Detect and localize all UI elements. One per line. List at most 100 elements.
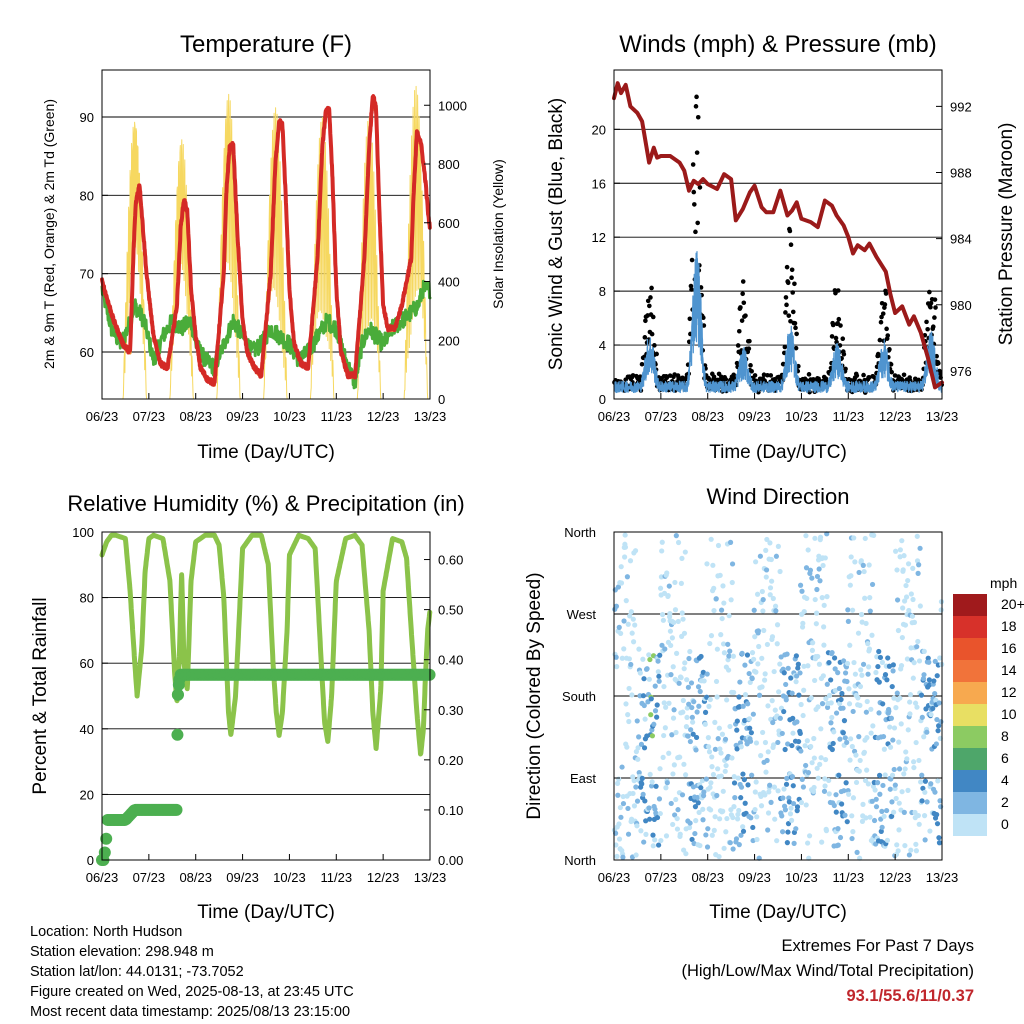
gust-point: [768, 373, 774, 378]
wind-direction-point: [876, 679, 882, 685]
wind-direction-point: [675, 539, 682, 546]
wind-direction-point: [626, 656, 632, 662]
wind-direction-point: [828, 700, 834, 706]
wind-direction-point: [643, 831, 649, 837]
gust-point: [928, 300, 934, 306]
wind-direction-point: [862, 535, 868, 542]
gust-point: [861, 372, 866, 378]
gust-point: [880, 311, 886, 316]
gust-point: [838, 323, 843, 328]
wind-direction-point: [657, 766, 663, 772]
wind-direction-point: [847, 582, 853, 588]
y-tick-label-right: 992: [950, 99, 972, 114]
wind-direction-point: [790, 715, 796, 721]
wind-direction-point: [916, 658, 923, 664]
wind-direction-point: [826, 659, 832, 666]
wind-direction-point: [755, 628, 762, 634]
wind-direction-point: [731, 689, 737, 696]
y-tick-label: 20: [80, 787, 94, 802]
wind-direction-point: [615, 584, 622, 590]
wind-direction-point: [687, 738, 693, 745]
wind-direction-point: [763, 574, 769, 580]
wind-direction-point: [815, 704, 821, 710]
gust-point: [694, 94, 699, 100]
wind-direction-point: [826, 692, 833, 699]
wind-direction-point: [915, 812, 921, 819]
wind-direction-point: [823, 696, 829, 702]
wind-direction-point: [852, 559, 858, 565]
wind-direction-point: [614, 853, 620, 860]
gust-point: [738, 305, 743, 310]
wind-direction-point: [727, 723, 733, 730]
wind-direction-point: [880, 733, 887, 740]
wind-direction-point: [620, 793, 626, 800]
y-tick-label-right: 0: [438, 392, 445, 407]
x-tick-label: 07/23: [645, 870, 678, 885]
y-tick-label: 4: [599, 338, 606, 353]
wind-direction-point: [866, 646, 873, 652]
wind-direction-point: [850, 829, 856, 835]
wind-direction-point: [832, 655, 838, 661]
gust-point: [901, 372, 907, 378]
wind-direction-point: [801, 687, 807, 693]
wind-direction-point: [648, 712, 654, 718]
wind-direction-point: [844, 678, 850, 685]
wind-direction-point: [729, 579, 735, 586]
wind-direction-point: [880, 782, 886, 789]
wind-direction-point: [821, 642, 827, 648]
wind-direction-point: [901, 809, 907, 815]
wind-direction-point: [934, 812, 940, 818]
wind-direction-point: [896, 766, 903, 772]
wind-direction-point: [891, 809, 897, 815]
wind-direction-point: [721, 600, 727, 606]
wind-direction-point: [855, 695, 861, 701]
wind-direction-point: [811, 735, 817, 742]
wind-direction-point: [699, 778, 706, 784]
wind-direction-point: [779, 730, 785, 737]
wind-direction-point: [831, 729, 837, 735]
wind-direction-point: [750, 711, 756, 717]
wind-direction-point: [756, 855, 762, 861]
wind-direction-point: [686, 655, 692, 662]
wind-direction-point: [789, 690, 795, 696]
wind-direction-point: [823, 828, 830, 834]
wind-direction-point: [763, 547, 769, 553]
wind-direction-point: [632, 622, 638, 628]
wind-direction-point: [812, 535, 818, 541]
wind-direction-point: [842, 670, 849, 676]
wind-direction-point: [794, 808, 800, 814]
wind-direction-point: [858, 611, 865, 618]
wind-direction-point: [905, 561, 912, 567]
wind-direction-point: [815, 653, 821, 660]
wind-direction-point: [762, 792, 768, 798]
legend-label: 18: [1001, 618, 1017, 634]
wind-direction-point: [833, 710, 840, 716]
gust-point: [645, 298, 651, 304]
wind-direction-point: [831, 802, 837, 809]
legend-label: 10: [1001, 706, 1017, 722]
wind-direction-point: [735, 775, 741, 781]
wind-direction-point: [819, 701, 826, 707]
wind-direction-point: [921, 648, 927, 654]
wind-direction-point: [775, 543, 781, 549]
wind-direction-point: [919, 714, 925, 720]
gust-point: [691, 189, 697, 195]
temperature-ylabel-right: Solar Insolation (Yellow): [490, 159, 506, 309]
wind-direction-point: [684, 705, 690, 711]
y-tick-label-right: 0.10: [438, 803, 463, 818]
wind-direction-point: [893, 705, 899, 711]
wind-direction-point: [619, 655, 625, 661]
wind-direction-point: [905, 727, 911, 733]
wind-direction-point: [651, 721, 657, 727]
wind-direction-point: [646, 652, 652, 658]
wind-direction-point: [764, 641, 771, 648]
legend-label: 16: [1001, 640, 1017, 656]
wind-direction-point: [839, 690, 845, 697]
wind-direction-point: [807, 567, 814, 573]
wind-direction-point: [753, 559, 759, 565]
wind-direction-point: [894, 842, 900, 848]
wind-direction-point: [730, 814, 736, 821]
wind-direction-point: [765, 810, 772, 816]
wind-direction-point: [891, 695, 897, 701]
wind-direction-point: [628, 609, 634, 615]
